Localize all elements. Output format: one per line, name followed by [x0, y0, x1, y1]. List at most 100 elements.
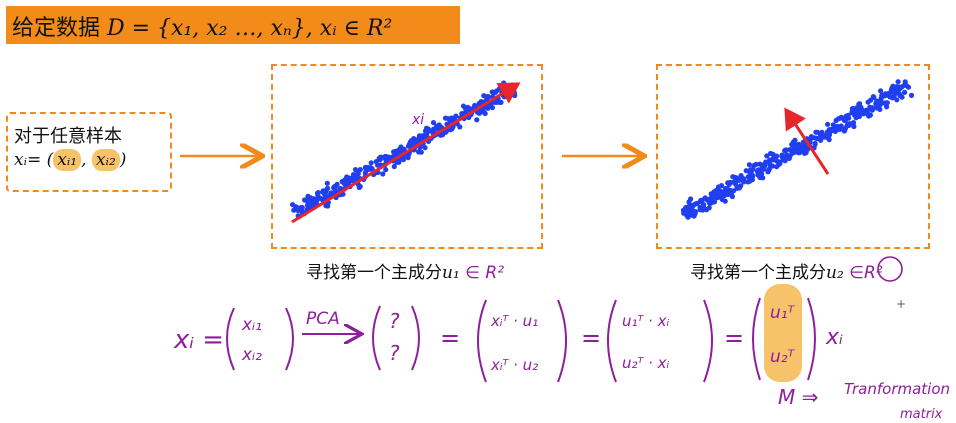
scatter-point: [755, 167, 761, 173]
scatter-points-1: [290, 80, 518, 220]
scatter-point: [690, 203, 696, 209]
title-math: D = {x₁, x₂ …, xₙ}, xᵢ ∈ R²: [107, 16, 393, 41]
caption-2: 寻找第一个主成分u₂ ∈R²: [690, 258, 883, 283]
scatter-point: [790, 139, 797, 145]
scatter-point: [851, 112, 858, 118]
hw-paren-5-left: [752, 297, 761, 381]
sample-coord1: xᵢ₁: [53, 149, 82, 171]
scatter-point: [394, 159, 400, 165]
scatter-point: [865, 99, 871, 105]
sample-sep: ,: [81, 150, 87, 170]
scatter-point: [726, 190, 732, 196]
scatter-point: [350, 178, 356, 184]
scatter-point: [382, 154, 388, 160]
scatter-point: [808, 134, 815, 140]
scatter-point: [418, 149, 424, 155]
hw-v5-bottom: u₂ᵀ: [770, 347, 796, 367]
hw-v5-highlight: [764, 284, 802, 382]
scatter-point: [908, 92, 915, 98]
hw-pca-label: PCA: [306, 309, 340, 329]
scatter-point: [797, 144, 803, 150]
scatter-point: [753, 161, 759, 167]
scatter-point: [408, 138, 414, 144]
hw-v5-top: u₁ᵀ: [770, 303, 796, 323]
scatter-point: [818, 137, 824, 143]
xi-annotation: xi: [411, 112, 424, 128]
scatter-point: [466, 105, 472, 112]
scatter-point: [314, 190, 321, 196]
sample-lhs: xᵢ= (: [14, 150, 54, 170]
scatter-point: [416, 135, 422, 141]
scatter-point: [711, 194, 718, 200]
title: 给定数据 D = {x₁, x₂ …, xₙ}, xᵢ ∈ R²: [12, 10, 392, 42]
scatter-point: [700, 207, 706, 213]
scatter-point: [718, 183, 725, 189]
scatter-point: [885, 91, 891, 97]
scatter-point: [478, 99, 484, 105]
scatter-point: [322, 188, 328, 194]
scatter-point: [877, 106, 883, 112]
scatter-point: [511, 90, 517, 96]
scatter-point: [430, 120, 437, 126]
caption-2-vector: u₂: [826, 263, 844, 283]
scatter-point: [448, 127, 454, 133]
scatter-point: [711, 189, 717, 195]
scatter-point: [476, 110, 482, 116]
hw-m-label: M ⇒: [778, 385, 818, 409]
scatter-point: [768, 150, 774, 157]
plot-box-1: [271, 64, 543, 249]
scatter-point: [707, 196, 713, 202]
hw-v3-bottom: xᵢᵀ · u₂: [490, 356, 538, 374]
scatter-point: [841, 128, 848, 134]
scatter-point: [339, 179, 345, 185]
scatter-point: [876, 102, 882, 108]
hw-v2-bottom: ?: [389, 341, 400, 365]
scatter-point: [894, 85, 900, 91]
scatter-point: [870, 94, 877, 100]
scatter-point: [746, 162, 753, 168]
scatter-point: [391, 149, 397, 155]
sample-box: [6, 112, 172, 192]
hw-paren-4-left: [607, 299, 617, 383]
scatter-point: [489, 105, 495, 111]
scatter-point: [424, 132, 430, 138]
scatter-point: [826, 132, 833, 138]
scatter-point: [391, 163, 397, 170]
scatter-point: [368, 160, 374, 166]
scatter-point: [763, 159, 769, 165]
scatter-point: [309, 202, 315, 208]
hw-v1-bottom: xᵢ₂: [241, 345, 262, 365]
u2-circle: [877, 256, 903, 282]
hw-paren-3-right: [557, 299, 567, 383]
title-banner: [6, 6, 460, 44]
hw-v2-top: ?: [389, 309, 400, 333]
scatter-point: [376, 155, 382, 161]
scatter-point: [305, 204, 311, 210]
scatter-point: [727, 179, 733, 185]
caption-2-space: ∈R²: [849, 263, 883, 283]
scatter-point: [894, 90, 900, 96]
sample-coord2: xᵢ₂: [91, 149, 120, 171]
scatter-point: [767, 157, 773, 163]
scatter-point: [684, 212, 690, 218]
hw-eq-1: =: [440, 324, 460, 352]
scatter-point: [367, 166, 373, 172]
scatter-point: [739, 177, 746, 183]
sample-label: 对于任意样本: [14, 126, 122, 147]
scatter-point: [838, 124, 844, 130]
scatter-point: [819, 129, 825, 135]
scatter-point: [729, 193, 736, 200]
scatter-point: [841, 116, 847, 122]
hw-paren-1-left: [226, 307, 235, 371]
scatter-point: [324, 180, 330, 186]
scatter-point: [826, 137, 832, 143]
scatter-point: [305, 199, 311, 205]
scatter-point: [736, 177, 742, 183]
hw-paren-2-right: [411, 305, 420, 371]
scatter-point: [445, 116, 451, 122]
scatter-point: [686, 199, 692, 205]
scatter-point: [717, 190, 723, 196]
scatter-point: [493, 99, 499, 105]
scatter-points-2: [680, 79, 915, 220]
